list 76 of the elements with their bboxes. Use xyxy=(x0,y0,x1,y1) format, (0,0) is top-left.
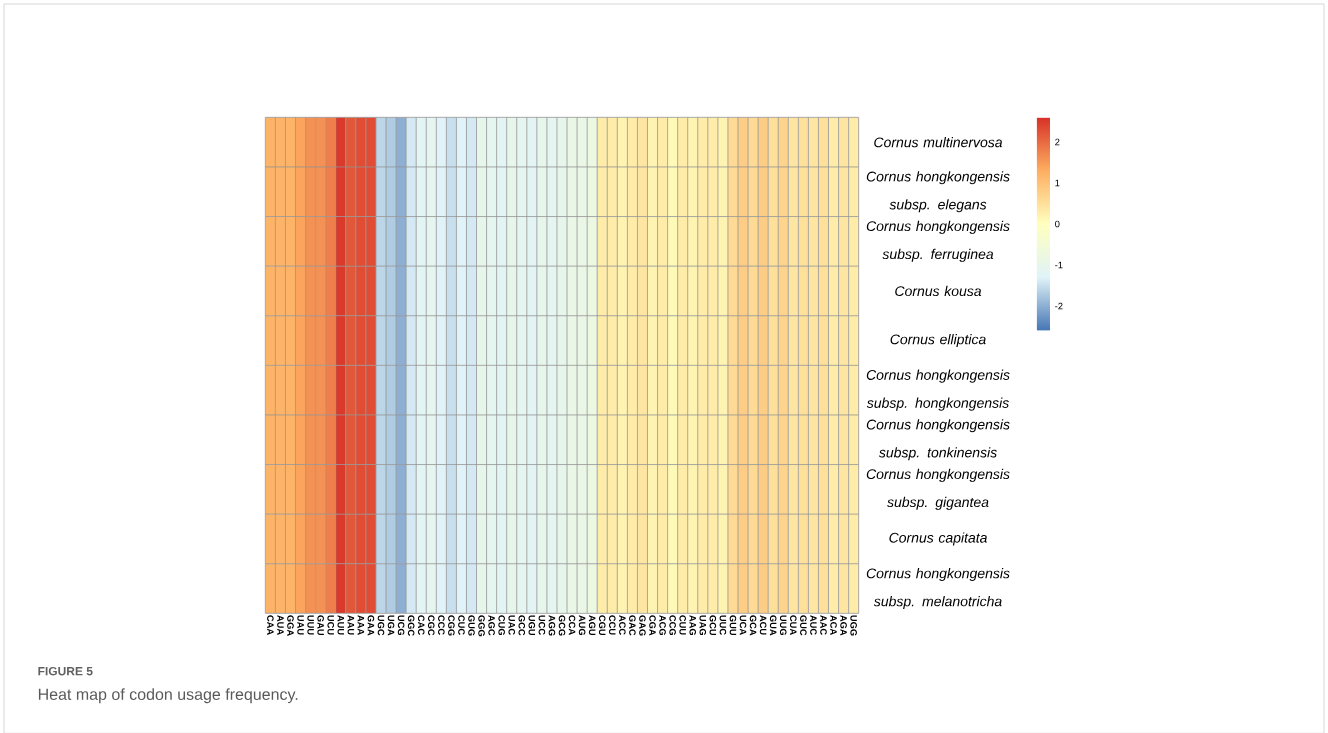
x-tick-label: AAC xyxy=(820,615,827,635)
x-tick-label: GUA xyxy=(769,615,777,636)
y-tick-label: Cornus hongkongensis subsp. hongkongensis xyxy=(866,369,1010,411)
x-tick-label: UCU xyxy=(327,615,334,635)
x-tick-label: AAU xyxy=(347,615,355,635)
x-tick-label: GGC xyxy=(407,615,415,636)
x-tick-label: CCU xyxy=(608,615,616,635)
color-bar-label: 2 xyxy=(1055,138,1060,146)
x-tick-label: AUU xyxy=(337,615,345,635)
x-tick-label: AGU xyxy=(588,615,596,635)
x-tick-label: UGU xyxy=(528,615,536,635)
x-tick-label: CGG xyxy=(448,615,455,636)
x-tick-label: AUG xyxy=(578,615,586,635)
x-tick-label: CUC xyxy=(458,615,465,635)
x-tick-label: AGG xyxy=(548,615,556,636)
x-tick-label: AAA xyxy=(357,615,365,635)
x-tick-label: UAC xyxy=(508,615,516,635)
x-tick-label: GUC xyxy=(800,615,807,636)
x-tick-label: UUU xyxy=(307,615,314,635)
x-tick-label: CUA xyxy=(790,615,797,635)
y-tick-label: Cornus hongkongensis subsp. tonkinensis xyxy=(866,419,1010,461)
x-tick-label: ACG xyxy=(659,615,666,635)
y-tick-label: Cornus elliptica xyxy=(890,333,986,347)
x-tick-label: GGA xyxy=(287,615,294,636)
x-tick-label: UGA xyxy=(387,615,395,636)
x-tick-label: GCG xyxy=(558,615,566,636)
x-tick-label: CAA xyxy=(267,615,274,635)
x-tick-label: UAG xyxy=(699,615,707,635)
x-tick-label: CUU xyxy=(679,615,686,635)
x-tick-label: UGG xyxy=(850,615,857,636)
x-tick-label: CCA xyxy=(568,615,576,635)
x-tick-label: ACA xyxy=(830,615,837,635)
x-tick-label: AGC xyxy=(488,615,495,636)
x-tick-label: GCU xyxy=(709,615,717,635)
x-tick-label: AAG xyxy=(689,615,697,635)
x-tick-label: UUG xyxy=(779,615,787,635)
x-tick-label: CGU xyxy=(598,615,606,635)
y-tick-label: Cornus kousa xyxy=(895,285,982,296)
x-tick-label: UCC xyxy=(538,615,546,635)
color-bar-label: 1 xyxy=(1055,179,1060,187)
x-tick-label: UUC xyxy=(719,615,727,635)
y-tick-label: Cornus hongkongensis subsp. elegans xyxy=(866,171,1010,213)
x-tick-label: GCA xyxy=(749,615,757,636)
y-tick-label: Cornus hongkongensis subsp. gigantea xyxy=(866,468,1010,510)
x-tick-label: GAU xyxy=(317,615,324,635)
caption: FIGURE 5 xyxy=(38,666,93,676)
x-tick-label: CCC xyxy=(438,615,445,635)
x-tick-label: CAC xyxy=(417,615,425,635)
x-tick-label: GAG xyxy=(639,615,646,636)
x-tick-label: ACU xyxy=(759,615,767,635)
color-bar-label: -2 xyxy=(1055,302,1063,310)
x-tick-label: GAC xyxy=(629,615,636,636)
x-tick-label: CGC xyxy=(427,615,435,636)
x-tick-label: GAA xyxy=(367,615,375,636)
x-tick-label: CCG xyxy=(669,615,676,635)
x-tick-label: CGA xyxy=(649,615,656,636)
x-tick-label: AGA xyxy=(840,615,847,636)
x-tick-label: UGC xyxy=(377,615,385,636)
x-tick-label: AUC xyxy=(810,615,817,635)
x-tick-label: AUA xyxy=(277,615,284,635)
x-tick-label: GGG xyxy=(478,615,485,636)
x-tick-label: GUU xyxy=(729,615,737,635)
y-tick-label: Cornus hongkongensis subsp. ferruginea xyxy=(866,220,1010,262)
y-tick-label: Cornus multinervosa xyxy=(874,136,1003,148)
color-bar-label: 0 xyxy=(1055,220,1060,228)
x-tick-label: UCA xyxy=(739,615,747,635)
x-tick-label: UAU xyxy=(297,615,304,635)
x-tick-label: ACC xyxy=(619,615,626,635)
x-tick-label: GCC xyxy=(518,615,526,636)
color-bar-label: -1 xyxy=(1055,261,1063,269)
text: Heat map of codon usage frequency. xyxy=(38,688,298,704)
x-tick-label: UCG xyxy=(397,615,405,635)
y-tick-label: Cornus capitata xyxy=(889,532,987,546)
x-tick-label: GUG xyxy=(468,615,475,636)
x-tick-label: CUG xyxy=(498,615,505,635)
y-tick-label: Cornus hongkongensis subsp. melanotricha xyxy=(866,567,1010,609)
